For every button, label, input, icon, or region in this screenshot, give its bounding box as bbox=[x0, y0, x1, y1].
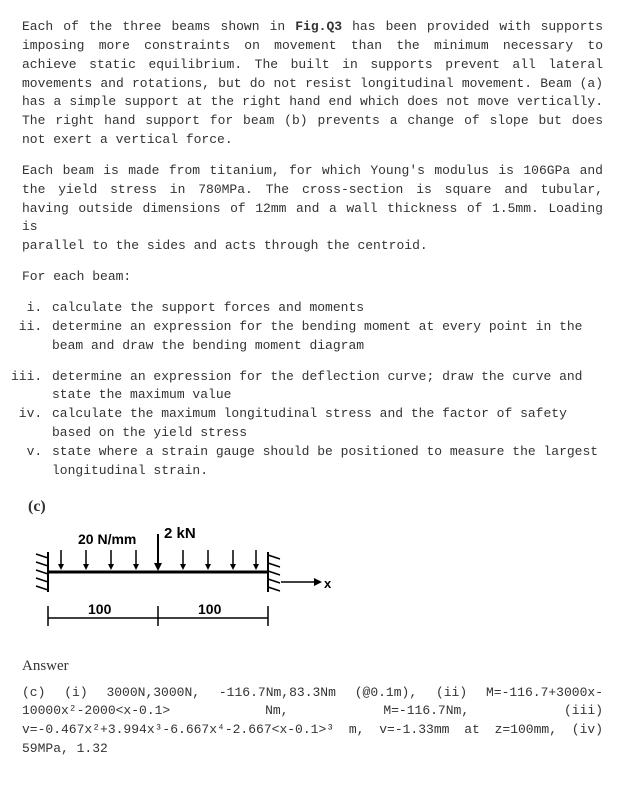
task-item-i: calculate the support forces and moments bbox=[50, 299, 603, 318]
dim-right-label: 100 bbox=[198, 601, 222, 617]
task-list-a: calculate the support forces and moments… bbox=[22, 299, 603, 356]
answer-body: (c) (i) 3000N,3000N, -116.7Nm,83.3Nm (@0… bbox=[22, 684, 603, 759]
dist-load-label: 20 N/mm bbox=[78, 531, 136, 547]
fig-c-container: (c) bbox=[28, 495, 603, 634]
problem-paragraph-1: Each of the three beams shown in Fig.Q3 … bbox=[22, 18, 603, 150]
task-item-ii: determine an expression for the bending … bbox=[50, 318, 603, 356]
problem-paragraph-2: Each beam is made from titanium, for whi… bbox=[22, 162, 603, 256]
p2-text: Each beam is made from titanium, for whi… bbox=[22, 163, 603, 235]
p2b-text: parallel to the sides and acts through t… bbox=[22, 238, 428, 253]
x-axis-label: x bbox=[324, 576, 332, 591]
problem-paragraph-3: For each beam: bbox=[22, 268, 603, 287]
dim-left-label: 100 bbox=[88, 601, 112, 617]
task-list-b: determine an expression for the deflecti… bbox=[22, 368, 603, 481]
task-item-v: state where a strain gauge should be pos… bbox=[50, 443, 603, 481]
fig-ref: Fig.Q3 bbox=[295, 19, 342, 34]
answer-heading: Answer bbox=[22, 656, 603, 678]
p1-tail: has been provided with supports imposing… bbox=[22, 19, 603, 147]
p1-lead: Each of the three beams shown in bbox=[22, 19, 295, 34]
task-item-iii: determine an expression for the deflecti… bbox=[50, 368, 603, 406]
beam-diagram-c: 20 N/mm 2 kN x 100 100 bbox=[28, 524, 348, 634]
task-item-iv: calculate the maximum longitudinal stres… bbox=[50, 405, 603, 443]
point-load-label: 2 kN bbox=[164, 525, 196, 542]
subpart-label-c: (c) bbox=[28, 495, 46, 518]
